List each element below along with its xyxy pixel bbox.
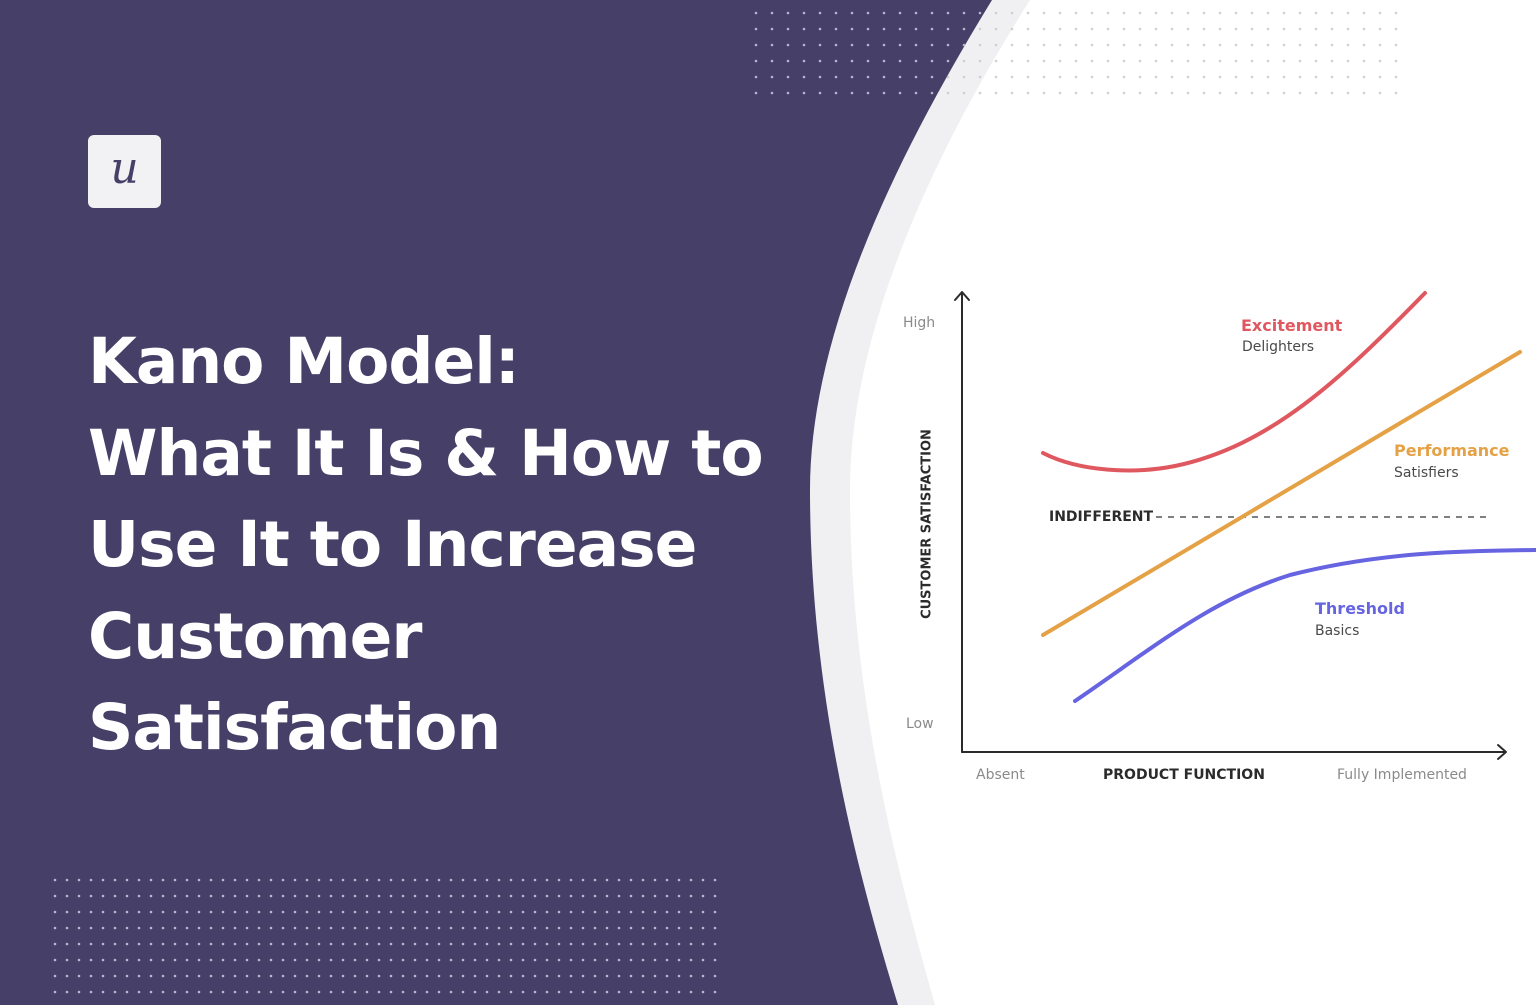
performance-curve (1041, 350, 1522, 637)
title-line: Customer (88, 599, 422, 673)
excitement-curve (1041, 291, 1427, 473)
performance-label: Performance (1394, 441, 1510, 460)
title-line: Kano Model: (88, 325, 520, 398)
y-axis-title: CUSTOMER SATISFACTION (919, 429, 935, 619)
excitement-sublabel: Delighters (1242, 339, 1315, 355)
dot-grid-bottom (53, 878, 723, 1002)
threshold-sublabel: Basics (1315, 623, 1360, 639)
x-axis-absent-label: Absent (976, 767, 1025, 783)
logo[interactable]: u (88, 135, 161, 208)
excitement-label: Excitement (1241, 316, 1343, 335)
page-title: Kano Model: What It Is & How to Use It t… (88, 316, 768, 774)
x-axis-title: PRODUCT FUNCTION (1103, 767, 1265, 783)
y-axis-high-label: High (903, 315, 936, 331)
threshold-label: Threshold (1315, 599, 1405, 618)
diagram-axes (954, 291, 1507, 760)
title-line: Use It to Increase (88, 508, 697, 581)
indifferent-label: INDIFFERENT (1049, 509, 1154, 525)
purple-panel (0, 0, 992, 1005)
y-axis-low-label: Low (906, 716, 934, 732)
logo-glyph: u (110, 142, 139, 194)
title-line: Satisfaction (88, 691, 501, 764)
threshold-curve (1073, 548, 1536, 703)
performance-sublabel: Satisfiers (1394, 465, 1459, 481)
x-axis-fully-implemented-label: Fully Implemented (1337, 767, 1467, 783)
title-line: What It Is & How to (88, 416, 764, 490)
